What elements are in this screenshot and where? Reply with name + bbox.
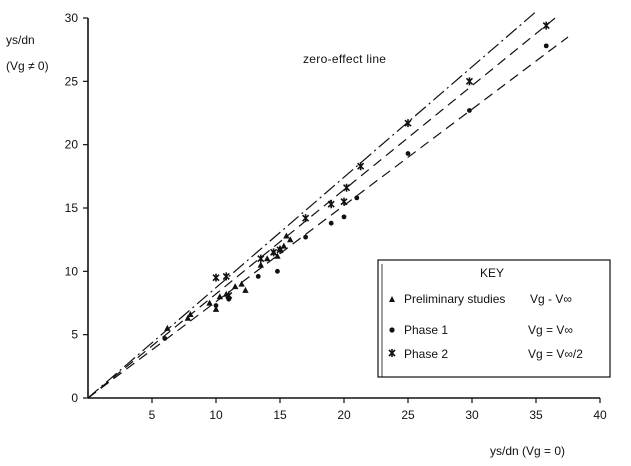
y-tick-label: 0 xyxy=(71,391,78,405)
y-tick-label: 5 xyxy=(71,328,78,342)
point-preliminary xyxy=(283,232,290,239)
legend-condition-phase2: Vg = V∞/2 xyxy=(528,347,583,361)
point-phase2 xyxy=(302,214,310,223)
point-phase2 xyxy=(465,77,474,86)
point-phase2 xyxy=(542,21,550,30)
point-preliminary xyxy=(287,236,294,243)
point-phase2 xyxy=(342,183,351,192)
point-phase2 xyxy=(404,119,412,128)
point-phase1 xyxy=(467,108,472,113)
x-tick-label: 25 xyxy=(401,408,415,422)
point-phase2 xyxy=(357,162,365,171)
point-phase2 xyxy=(225,291,233,300)
legend-label-phase2: Phase 2 xyxy=(404,347,448,361)
point-phase2 xyxy=(270,248,278,257)
point-phase2 xyxy=(212,273,220,282)
dot-icon xyxy=(389,327,395,333)
y-axis-label: ys/dn xyxy=(6,33,35,47)
legend-frame xyxy=(377,259,611,378)
axis-ticks: 5 10 15 20 25 30 35 40 0 5 10 15 20 25 30 xyxy=(65,11,607,422)
data-markers xyxy=(162,21,550,341)
legend-label-phase1: Phase 1 xyxy=(404,323,448,337)
x-tick-label: 15 xyxy=(273,408,287,422)
triangle-icon xyxy=(389,296,395,302)
point-phase1 xyxy=(354,195,360,201)
point-preliminary xyxy=(212,305,220,312)
y-tick-label: 15 xyxy=(65,201,79,215)
y-tick-label: 25 xyxy=(65,74,79,88)
legend-title: KEY xyxy=(480,266,504,280)
legend: KEY Preliminary studies Vg - V∞ Phase 1 … xyxy=(377,259,611,378)
point-phase1 xyxy=(543,43,549,49)
point-phase1 xyxy=(213,303,219,308)
point-preliminary xyxy=(264,255,271,262)
point-preliminary xyxy=(216,293,224,300)
point-phase2 xyxy=(340,197,348,206)
legend-item-preliminary: Preliminary studies Vg - V∞ xyxy=(389,292,572,306)
point-preliminary xyxy=(232,283,239,290)
y-tick-label: 20 xyxy=(65,138,79,152)
point-phase2 xyxy=(276,245,284,254)
point-phase2 xyxy=(257,254,265,263)
zero-effect-line xyxy=(87,11,537,399)
x-tick-label: 30 xyxy=(465,408,479,422)
x-tick-label: 20 xyxy=(337,408,351,422)
point-phase2 xyxy=(222,272,230,281)
y-tick-label: 10 xyxy=(65,264,79,278)
point-preliminary xyxy=(274,252,281,259)
point-phase1 xyxy=(303,234,308,240)
point-preliminary xyxy=(206,299,213,306)
reference-lines xyxy=(87,11,569,399)
legend-item-phase1: Phase 1 Vg = V∞ xyxy=(389,323,573,337)
point-phase1 xyxy=(275,268,280,274)
y-axis-label-condition: (Vg ≠ 0) xyxy=(6,59,49,73)
point-preliminary xyxy=(164,324,171,331)
y-tick-label: 30 xyxy=(65,11,79,25)
x-tick-label: 5 xyxy=(149,408,156,422)
point-preliminary xyxy=(184,314,192,321)
point-preliminary xyxy=(238,280,245,287)
point-phase1 xyxy=(255,274,261,279)
legend-label-preliminary: Preliminary studies xyxy=(404,292,505,306)
point-phase1 xyxy=(328,220,334,226)
star-icon xyxy=(388,349,396,357)
fit-line-1 xyxy=(87,17,556,399)
point-preliminary xyxy=(242,286,249,293)
point-phase1 xyxy=(162,336,168,341)
legend-condition-preliminary: Vg - V∞ xyxy=(530,292,572,306)
x-axis-label: ys/dn (Vg = 0) xyxy=(490,444,565,458)
point-preliminary xyxy=(187,311,194,317)
x-tick-label: 10 xyxy=(209,408,223,422)
x-tick-label: 40 xyxy=(593,408,607,422)
point-phase2 xyxy=(327,200,335,209)
point-phase1 xyxy=(341,214,347,220)
x-tick-label: 35 xyxy=(529,408,543,422)
fit-line-2 xyxy=(87,36,569,399)
point-preliminary xyxy=(257,261,264,268)
point-phase1 xyxy=(405,151,411,156)
zero-effect-annotation: zero-effect line xyxy=(303,52,386,66)
legend-condition-phase1: Vg = V∞ xyxy=(528,323,573,337)
legend-item-phase2: Phase 2 Vg = V∞/2 xyxy=(388,347,583,361)
